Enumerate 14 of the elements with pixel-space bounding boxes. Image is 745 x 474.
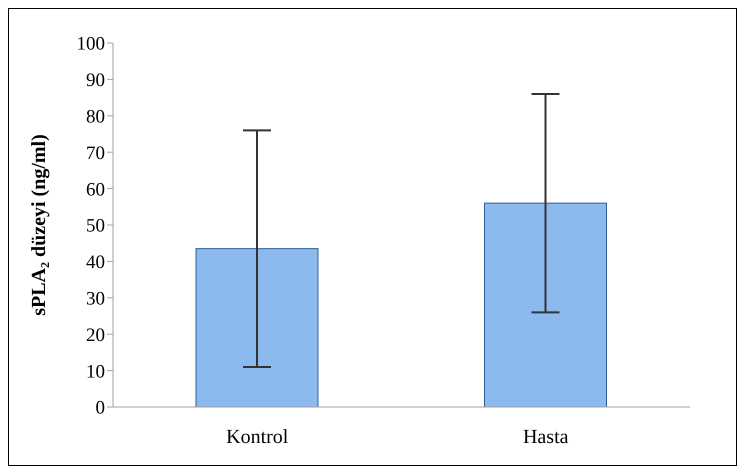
y-tick-label: 50	[86, 216, 105, 237]
x-tick-label: Hasta	[522, 426, 569, 448]
y-axis-title: sPLA₂ düzeyi (ng/ml)	[28, 134, 50, 316]
y-tick-label: 0	[96, 398, 105, 419]
y-tick-label: 30	[86, 288, 105, 310]
y-tick-label: 60	[86, 179, 105, 200]
y-tick-label: 100	[76, 34, 105, 55]
y-tick-label: 10	[86, 361, 105, 382]
x-tick-label: Kontrol	[226, 426, 289, 448]
y-tick-label: 80	[86, 106, 105, 128]
y-tick-label: 70	[86, 142, 105, 164]
y-tick-label: 40	[86, 252, 105, 274]
y-tick-label: 90	[86, 70, 105, 92]
y-tick-label: 20	[86, 324, 105, 346]
